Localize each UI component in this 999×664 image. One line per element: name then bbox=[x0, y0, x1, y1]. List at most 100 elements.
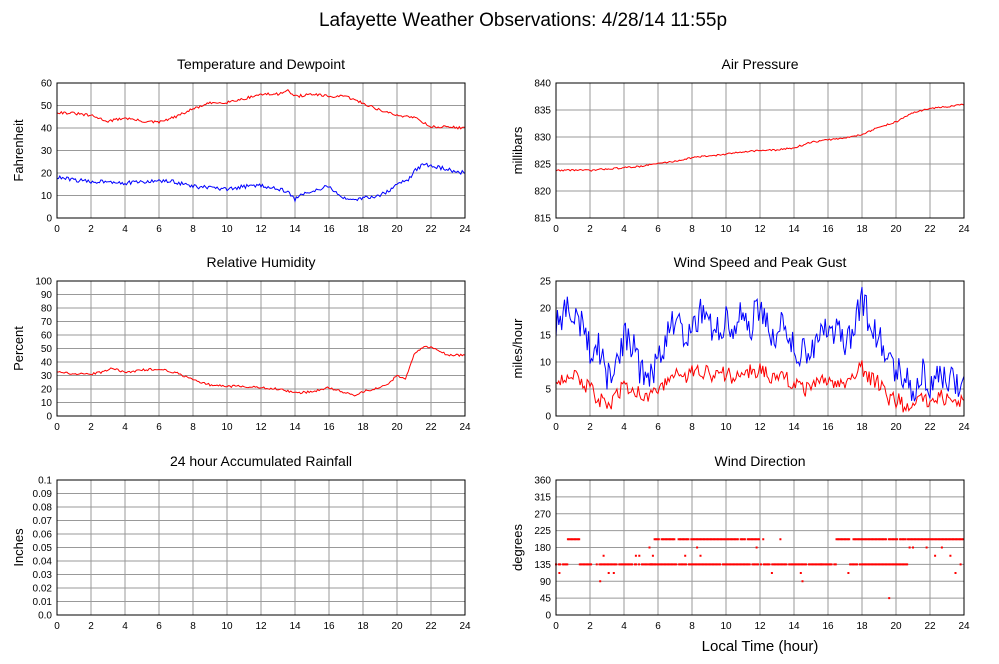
plot-frame bbox=[56, 280, 466, 417]
series-line-1 bbox=[555, 360, 965, 413]
direction-point bbox=[765, 563, 768, 566]
direction-point bbox=[602, 563, 605, 566]
direction-point bbox=[944, 538, 947, 541]
direction-point bbox=[682, 563, 685, 566]
direction-point bbox=[801, 580, 804, 583]
direction-point bbox=[659, 563, 662, 566]
direction-point bbox=[928, 538, 931, 541]
x-tick-label: 12 bbox=[255, 224, 267, 235]
direction-point bbox=[714, 538, 717, 541]
direction-point bbox=[908, 546, 911, 549]
direction-point bbox=[865, 538, 868, 541]
direction-point bbox=[677, 538, 680, 541]
x-tick-label: 12 bbox=[754, 621, 766, 632]
direction-point bbox=[816, 563, 819, 566]
x-tick-label: 0 bbox=[553, 422, 559, 433]
y-tick-label: 90 bbox=[41, 290, 53, 301]
y-tick-label: 50 bbox=[41, 344, 53, 355]
direction-point bbox=[877, 563, 880, 566]
direction-point bbox=[605, 563, 608, 566]
direction-point bbox=[612, 572, 615, 574]
direction-point bbox=[903, 538, 906, 541]
direction-point bbox=[752, 563, 755, 566]
direction-point bbox=[932, 538, 935, 541]
direction-point bbox=[862, 538, 865, 541]
y-tick-label: 0.06 bbox=[33, 530, 53, 541]
direction-point bbox=[625, 563, 628, 566]
direction-point bbox=[717, 538, 720, 541]
direction-point bbox=[714, 563, 717, 566]
direction-point bbox=[715, 538, 718, 541]
direction-point bbox=[933, 538, 936, 541]
direction-point bbox=[563, 563, 566, 566]
y-tick-label: 10 bbox=[540, 358, 552, 369]
y-tick-label: 20 bbox=[540, 304, 552, 315]
direction-point bbox=[873, 563, 876, 566]
direction-point bbox=[749, 538, 752, 541]
direction-point bbox=[872, 538, 875, 541]
direction-point bbox=[767, 563, 770, 566]
direction-point bbox=[896, 538, 899, 541]
x-tick-label: 18 bbox=[357, 621, 369, 632]
direction-point bbox=[707, 538, 710, 541]
direction-point bbox=[657, 538, 660, 541]
direction-point bbox=[642, 563, 645, 566]
x-tick-label: 6 bbox=[655, 621, 661, 632]
direction-point bbox=[827, 563, 830, 566]
direction-point bbox=[798, 563, 801, 566]
direction-point bbox=[815, 563, 818, 566]
direction-point bbox=[830, 563, 833, 566]
x-tick-label: 22 bbox=[425, 422, 437, 433]
direction-point bbox=[745, 563, 748, 566]
direction-point bbox=[858, 538, 861, 541]
direction-point bbox=[863, 563, 866, 566]
y-tick-label: 360 bbox=[534, 476, 551, 487]
direction-point bbox=[799, 572, 802, 574]
direction-point bbox=[877, 538, 880, 541]
direction-point bbox=[807, 563, 810, 566]
direction-point bbox=[566, 538, 569, 541]
direction-point bbox=[572, 538, 575, 541]
direction-point bbox=[836, 538, 839, 541]
direction-point bbox=[665, 563, 668, 566]
direction-point bbox=[707, 563, 710, 566]
direction-point bbox=[673, 538, 676, 541]
direction-point bbox=[675, 563, 678, 566]
direction-point bbox=[726, 538, 729, 541]
y-tick-label: 830 bbox=[534, 133, 551, 144]
x-tick-label: 24 bbox=[459, 422, 471, 433]
direction-point bbox=[937, 538, 940, 541]
direction-point bbox=[713, 563, 716, 566]
direction-point bbox=[664, 538, 667, 541]
direction-point bbox=[611, 563, 614, 566]
direction-point bbox=[890, 538, 893, 541]
y-tick-label: 0.07 bbox=[33, 516, 53, 527]
direction-point bbox=[599, 580, 602, 583]
direction-point bbox=[703, 563, 706, 566]
direction-point bbox=[925, 538, 928, 541]
x-tick-label: 22 bbox=[924, 621, 936, 632]
direction-point bbox=[693, 563, 696, 566]
y-tick-label: 135 bbox=[534, 560, 551, 571]
x-tick-label: 2 bbox=[88, 422, 94, 433]
direction-point bbox=[875, 563, 878, 566]
direction-point bbox=[697, 538, 700, 541]
direction-point bbox=[669, 538, 672, 541]
direction-point bbox=[562, 563, 565, 566]
direction-point bbox=[869, 563, 872, 566]
direction-point bbox=[700, 563, 703, 566]
direction-point bbox=[655, 538, 658, 541]
plot-frame bbox=[555, 82, 965, 219]
x-tick-label: 12 bbox=[754, 224, 766, 235]
direction-point bbox=[838, 538, 841, 541]
direction-point bbox=[950, 538, 953, 541]
direction-point bbox=[623, 563, 626, 566]
direction-point bbox=[731, 538, 734, 541]
x-tick-label: 14 bbox=[289, 224, 301, 235]
y-axis-label: Percent bbox=[11, 326, 26, 371]
direction-point bbox=[788, 563, 791, 566]
y-tick-label: 0 bbox=[46, 412, 52, 423]
x-tick-label: 0 bbox=[553, 224, 559, 235]
direction-point bbox=[646, 563, 649, 566]
